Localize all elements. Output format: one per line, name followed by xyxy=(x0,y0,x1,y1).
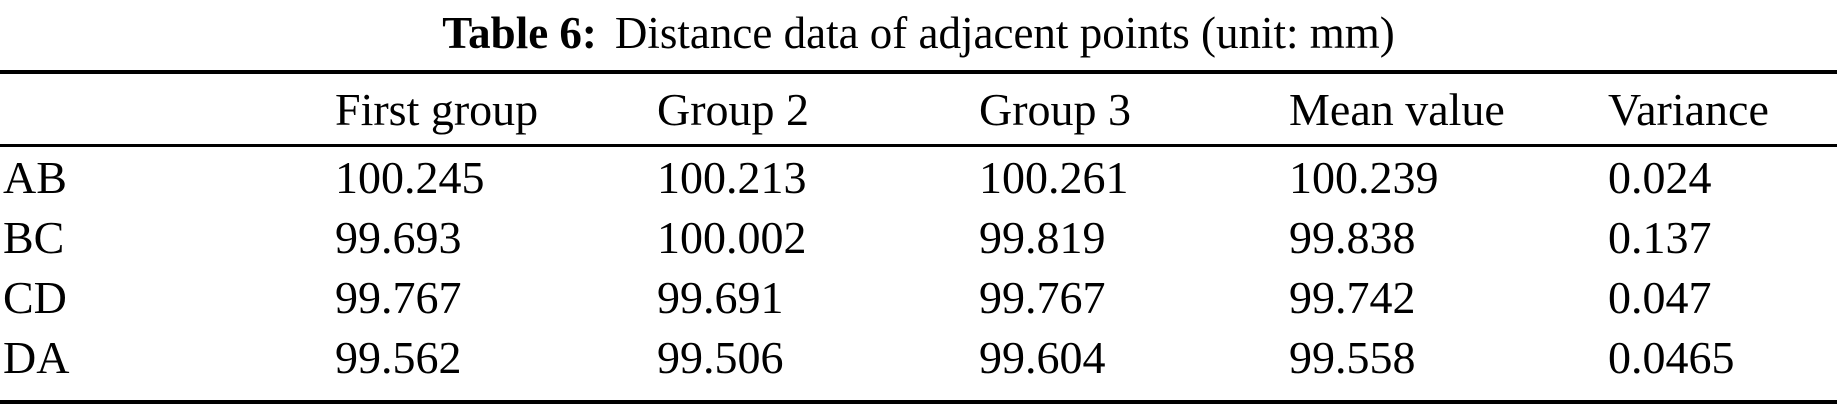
table-cell: 99.693 xyxy=(335,211,462,263)
table-cell: 99.562 xyxy=(332,327,654,404)
table-cell: 100.002 xyxy=(657,211,807,263)
table-row: BC 99.693 100.002 99.819 99.838 0.137 xyxy=(0,207,1837,267)
table-cell: 0.137 xyxy=(1608,211,1712,263)
column-header-variance: Variance xyxy=(1605,70,1837,147)
column-header-group-3: Group 3 xyxy=(976,70,1286,147)
table-cell: 99.506 xyxy=(654,327,976,404)
column-header-empty xyxy=(0,70,332,147)
table-cell: 99.767 xyxy=(979,271,1106,323)
table-cell: 100.239 xyxy=(1289,151,1439,203)
table-cell: 99.604 xyxy=(976,327,1286,404)
table-cell: 99.742 xyxy=(1289,271,1416,323)
row-label: BC xyxy=(3,211,65,263)
table-row: AB 100.245 100.213 100.261 100.239 0.024 xyxy=(0,146,1837,208)
header-row: First group Group 2 Group 3 Mean value V… xyxy=(0,70,1837,147)
table-row: CD 99.767 99.691 99.767 99.742 0.047 xyxy=(0,267,1837,327)
row-label: AB xyxy=(3,151,67,203)
row-label: CD xyxy=(3,271,67,323)
table-cell: 0.024 xyxy=(1608,151,1712,203)
table-cell: 99.819 xyxy=(979,211,1106,263)
table-cell: 99.691 xyxy=(657,271,784,323)
caption-label: Table 6: xyxy=(442,8,597,58)
table-cell: 100.213 xyxy=(657,151,807,203)
table-caption: Table 6: Distance data of adjacent points… xyxy=(0,0,1837,70)
table-cell: 99.558 xyxy=(1286,327,1605,404)
row-label: DA xyxy=(0,327,332,404)
column-header-first-group: First group xyxy=(332,70,654,147)
table-cell: 100.261 xyxy=(979,151,1129,203)
table-row: DA 99.562 99.506 99.604 99.558 0.0465 xyxy=(0,327,1837,404)
table-cell: 0.047 xyxy=(1608,271,1712,323)
table-cell: 99.767 xyxy=(335,271,462,323)
caption-text: Distance data of adjacent points (unit: … xyxy=(614,8,1395,58)
table-cell: 100.245 xyxy=(335,151,485,203)
column-header-group-2: Group 2 xyxy=(654,70,976,147)
table-cell: 0.0465 xyxy=(1605,327,1837,404)
table-cell: 99.838 xyxy=(1289,211,1416,263)
column-header-mean-value: Mean value xyxy=(1286,70,1605,147)
data-table: First group Group 2 Group 3 Mean value V… xyxy=(0,70,1837,404)
